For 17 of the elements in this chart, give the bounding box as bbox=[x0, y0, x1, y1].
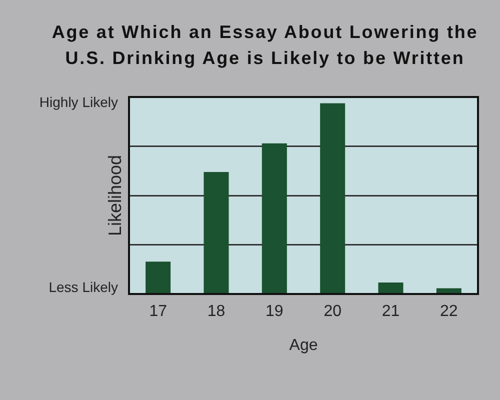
x-tick-label: 17 bbox=[149, 303, 168, 320]
text: Highly Likely bbox=[39, 94, 118, 110]
x-tick-label: 20 bbox=[324, 303, 342, 320]
text: Less Likely bbox=[48, 278, 118, 295]
x-axis-title: Age bbox=[289, 336, 318, 354]
chart-title: Age at Which an Essay About Lowering the U.S. Drinking Age is Likely to be Written bbox=[50, 21, 480, 70]
x-tick-label: 21 bbox=[382, 303, 400, 320]
bar bbox=[378, 282, 404, 294]
bar bbox=[320, 103, 346, 294]
bar bbox=[262, 143, 287, 294]
y-axis-title: Likelihood bbox=[104, 154, 125, 236]
bar bbox=[146, 262, 171, 294]
bar bbox=[204, 172, 229, 294]
bar bbox=[436, 288, 462, 294]
x-tick-label: 19 bbox=[266, 303, 284, 320]
x-tick-label: 18 bbox=[207, 303, 226, 320]
x-tick-label: 22 bbox=[440, 303, 458, 320]
